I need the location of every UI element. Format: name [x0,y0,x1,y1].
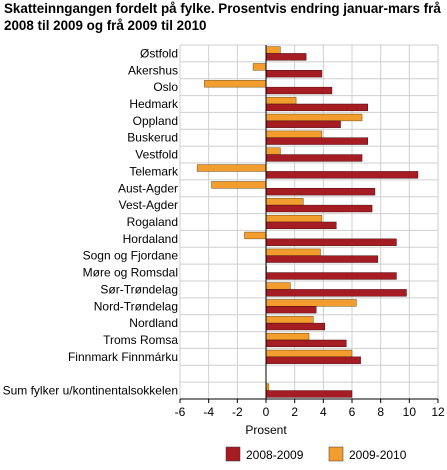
bar-2008-2009 [265,390,353,398]
bar-2008-2009 [265,272,397,280]
x-tick-label: 4 [320,405,327,419]
category-label: Akershus [128,63,178,77]
category-label: Troms Romsa [103,333,178,347]
bar-2009-2010 [265,349,353,358]
bar-2008-2009 [265,306,317,314]
bar-2009-2010 [265,113,363,122]
legend-swatch [225,446,241,462]
category-label: Oppland [133,114,178,128]
bar-2009-2010 [265,316,314,324]
category-label: Møre og Romsdal [83,266,178,280]
category-label: Hedmark [129,97,179,111]
category-label: Nordland [129,316,178,330]
bar-2008-2009 [265,339,347,348]
bar-2008-2009 [265,103,369,112]
bar-2008-2009 [265,255,379,263]
bar-2008-2009 [265,120,341,128]
x-tick-labels: -6 -4 -2 0 2 4 6 8 10 12 [175,405,445,419]
bar-2008-2009 [265,137,369,145]
category-label: Sum fylker u/kontinentalsokkelen [3,384,178,398]
category-label: Rogaland [127,215,178,229]
bar-2008-2009 [265,171,419,179]
bar-2009-2010 [196,164,267,172]
bar-2009-2010 [265,214,323,223]
x-tick-label: 8 [377,405,384,419]
bar-2009-2010 [265,130,323,138]
category-label: Vestfold [135,148,178,162]
bars [196,46,419,398]
x-tick-label: -4 [203,405,214,419]
x-tick-label: -6 [175,405,186,419]
bar-2009-2010 [211,181,267,189]
x-tick-label: 0 [263,405,270,419]
grid-lines [179,44,439,400]
bar-2008-2009 [265,53,307,61]
x-tick-label: -2 [232,405,243,419]
bar-2008-2009 [265,188,376,196]
bar-2008-2009 [265,154,363,162]
bar-2008-2009 [265,322,326,331]
bar-2008-2009 [265,238,397,246]
x-tick-label: 6 [349,405,356,419]
bar-2009-2010 [265,332,310,341]
legend-label: 2008-2009 [246,448,304,462]
x-axis-title: Prosent [245,423,287,437]
bar-2008-2009 [265,86,333,95]
category-label: Hordaland [123,232,178,246]
x-tick-label: 10 [403,405,417,419]
bar-2008-2009 [265,221,337,230]
category-label: Vest-Agder [119,198,178,212]
legend: 2008-2009 2009-2010 [225,446,407,462]
category-label: Sogn og Fjordane [83,249,179,263]
x-tick-label: 2 [291,405,298,419]
category-label: Oslo [153,80,178,94]
x-tick-label: 12 [431,405,445,419]
category-label: Østfold [140,46,178,60]
legend-swatch [328,446,344,462]
bar-2009-2010 [265,198,304,206]
bar-2009-2010 [265,147,281,155]
bar-2009-2010 [252,63,267,71]
category-label: Aust-Agder [118,181,178,195]
category-labels: Østfold Akershus Oslo Hedmark Oppland Buskeru… [3,46,179,397]
bar-2009-2010 [265,299,357,307]
chart-title: Skatteinngangen fordelt på fylke. Prosen… [4,1,441,33]
bar-2008-2009 [265,70,323,78]
legend-label: 2009-2010 [349,448,407,462]
bar-2008-2009 [265,204,373,213]
bar-2009-2010 [265,282,291,290]
bar-2008-2009 [265,289,407,297]
category-label: Sør-Trøndelag [100,282,178,296]
axes [179,45,439,403]
category-label: Nord-Trøndelag [94,299,178,313]
bar-2009-2010 [204,80,267,88]
bar-2009-2010 [265,46,281,54]
bar-2009-2010 [265,248,321,256]
category-label: Finnmark Finnmárku [68,350,178,364]
category-label: Buskerud [127,131,178,145]
bar-2009-2010 [265,96,297,105]
bar-2008-2009 [265,356,361,364]
bar-2009-2010 [244,231,267,240]
category-label: Telemark [129,164,179,178]
